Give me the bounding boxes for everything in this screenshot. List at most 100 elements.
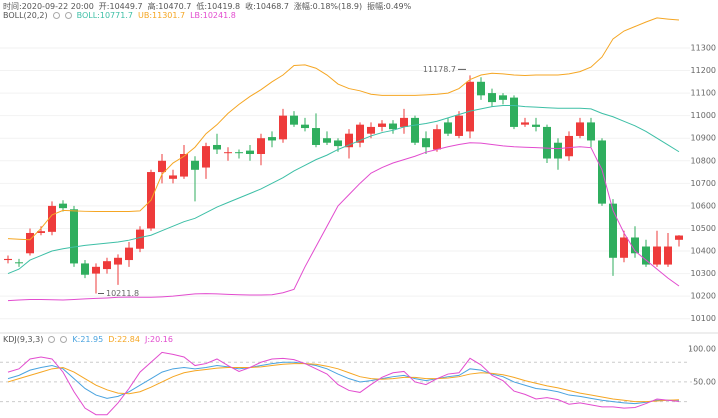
candle-body — [125, 247, 133, 261]
candle-body — [422, 138, 430, 148]
candle-body — [191, 160, 199, 170]
candle-body — [257, 138, 265, 154]
candle-body — [642, 246, 650, 265]
info-item: 高:10470.7 — [147, 2, 192, 11]
legend-title: BOLL(20,2) — [3, 11, 48, 20]
legend-entry: D:22.84 — [108, 335, 140, 344]
y-tick-label: 10500 — [691, 224, 716, 233]
info-bar: 时间:2020-09-22 20:00 开:10449.7 高:10470.7 低:1… — [3, 1, 411, 12]
y-tick-label: 10100 — [691, 314, 716, 323]
candle-body — [631, 237, 639, 254]
price-annotation: 11178.7 — [423, 65, 456, 74]
candle-body — [136, 229, 144, 249]
candle-body — [499, 95, 507, 100]
candle-body — [675, 235, 683, 240]
candle-body — [114, 257, 122, 265]
eye-icon[interactable] — [52, 12, 60, 19]
candle-body — [565, 135, 573, 157]
info-item: 收:10468.7 — [245, 2, 289, 11]
indicator-line — [7, 351, 680, 416]
candle-body — [532, 124, 540, 127]
candle-body — [268, 137, 276, 141]
candle-body — [455, 115, 463, 136]
y-tick-label: 10400 — [691, 247, 716, 256]
candle-body — [554, 142, 562, 159]
candle-body — [576, 122, 584, 136]
y-tick-label: 10600 — [691, 201, 716, 210]
candle-body — [81, 263, 89, 275]
info-item: 开:10449.7 — [98, 2, 143, 11]
info-item: 涨幅:0.18%(18.9) — [293, 2, 363, 11]
y-tick-label: 100.00 — [688, 345, 716, 354]
candle-body — [433, 129, 441, 150]
candle-body — [334, 140, 342, 147]
legend-entry: UB:11301.7 — [137, 11, 186, 20]
candle-body — [301, 124, 309, 129]
candle-body — [59, 203, 67, 209]
candle-body — [15, 262, 23, 264]
indicator-line — [7, 142, 680, 302]
legend-entry: BOLL:10771.7 — [76, 11, 133, 20]
settings-icon[interactable] — [60, 336, 68, 343]
y-tick-label: 10300 — [691, 269, 716, 278]
price-annotation: 10211.8 — [106, 289, 139, 298]
candle-body — [466, 81, 474, 132]
candle-body — [279, 115, 287, 140]
candle-body — [444, 122, 452, 134]
y-tick-label: 50.00 — [693, 377, 716, 386]
candle-body — [367, 126, 375, 134]
candle-body — [378, 123, 386, 127]
candle-body — [389, 123, 397, 130]
candle-body — [103, 261, 111, 270]
candle-body — [235, 152, 243, 154]
candle-body — [653, 246, 661, 265]
candle-body — [521, 122, 529, 125]
y-tick-label: 10200 — [691, 292, 716, 301]
candle-body — [400, 117, 408, 127]
indicator-line — [7, 363, 680, 403]
candle-body — [26, 232, 34, 254]
candle-body — [620, 237, 628, 258]
candle-body — [510, 97, 518, 127]
candle-body — [323, 138, 331, 143]
candle-body — [246, 150, 254, 154]
candle-body — [345, 133, 353, 148]
candle-body — [411, 117, 419, 143]
candle-body — [202, 146, 210, 168]
info-item: 时间:2020-09-22 20:00 — [3, 2, 94, 11]
candle-body — [224, 152, 232, 154]
settings-icon[interactable] — [64, 12, 72, 19]
candle-body — [37, 231, 45, 233]
candle-body — [488, 93, 496, 103]
candle-body — [70, 209, 78, 264]
info-item: 低:10419.8 — [196, 2, 241, 11]
legend-entry: J:20.16 — [144, 335, 173, 344]
y-tick-label: 10900 — [691, 134, 716, 143]
y-tick-label: 10700 — [691, 179, 716, 188]
candle-body — [543, 126, 551, 159]
candle-body — [48, 205, 56, 232]
candle-body — [356, 124, 364, 143]
candle-body — [180, 154, 188, 177]
candle-body — [312, 128, 320, 145]
candle-body — [477, 81, 485, 96]
indicator-line — [7, 104, 680, 275]
indicator-line — [7, 17, 680, 241]
candle-body — [587, 122, 595, 141]
candle-body — [158, 160, 166, 173]
candle-body — [4, 258, 12, 261]
candle-body — [213, 144, 221, 150]
y-tick-label: 11100 — [691, 89, 716, 98]
indicator-line — [7, 361, 680, 405]
kdj-legend: KDJ(9,3,3) K:21.95 D:22.84 J:20.16 — [3, 335, 173, 344]
candle-body — [609, 203, 617, 258]
candle-body — [290, 115, 298, 125]
candle-body — [169, 175, 177, 179]
candle-body — [598, 140, 606, 204]
legend-title: KDJ(9,3,3) — [3, 335, 44, 344]
y-tick-label: 10800 — [691, 156, 716, 165]
legend-entry: K:21.95 — [72, 335, 104, 344]
eye-icon[interactable] — [48, 336, 56, 343]
